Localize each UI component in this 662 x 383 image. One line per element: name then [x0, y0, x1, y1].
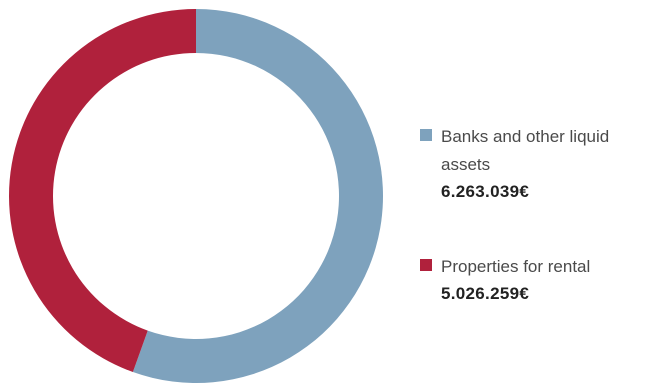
- legend: Banks and other liquid assets 6.263.039€…: [420, 0, 660, 383]
- donut-slice-banks: [132, 9, 383, 383]
- donut-slice-properties: [8, 9, 197, 373]
- legend-item-properties: Properties for rental 5.026.259€: [420, 253, 660, 307]
- donut-chart: [8, 9, 383, 383]
- legend-label-properties: Properties for rental: [441, 257, 591, 276]
- legend-swatch-banks: [420, 129, 432, 141]
- legend-label-banks: Banks and other liquid assets: [441, 127, 610, 174]
- legend-item-banks: Banks and other liquid assets 6.263.039€: [420, 123, 660, 205]
- legend-value-banks: 6.263.039€: [441, 182, 530, 201]
- legend-swatch-properties: [420, 259, 432, 271]
- legend-value-properties: 5.026.259€: [441, 284, 530, 303]
